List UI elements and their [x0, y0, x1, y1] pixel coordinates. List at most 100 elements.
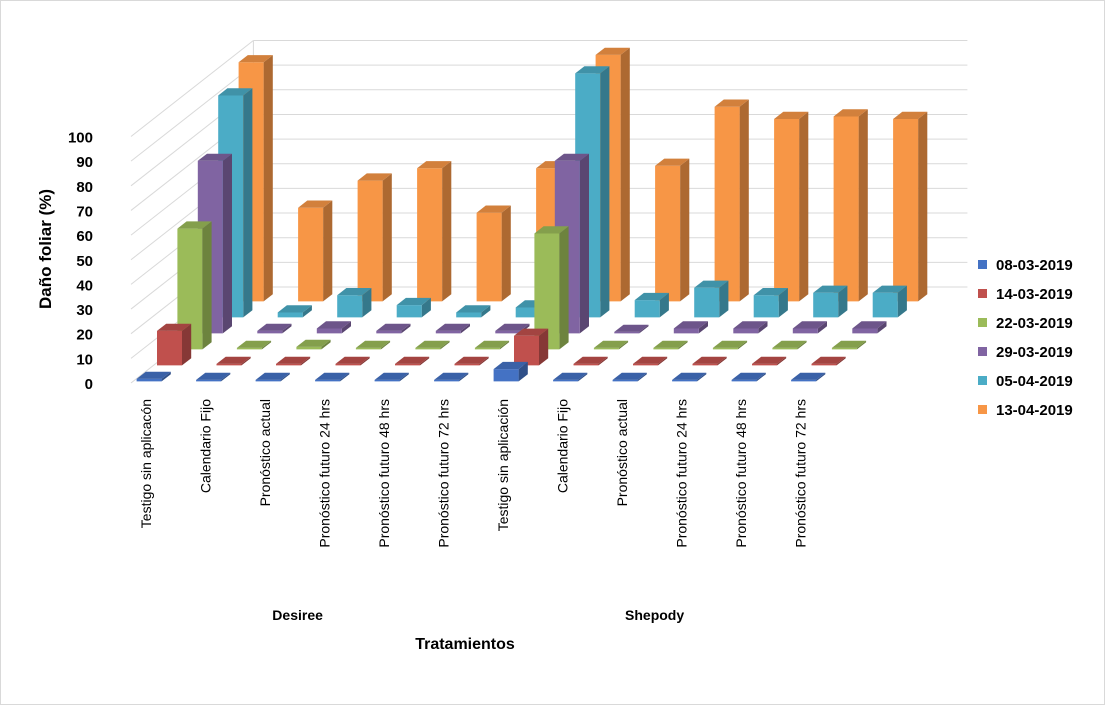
bar-front: [653, 347, 679, 350]
bar-front: [277, 312, 303, 318]
bar-08-03-2019-3: [315, 372, 350, 382]
bar-side: [282, 323, 292, 334]
bar-top: [337, 288, 372, 296]
legend-label: 14-03-2019: [996, 286, 1073, 303]
legend-item: 29-03-2019: [978, 344, 1073, 361]
bar-29-03-2019-1: [257, 323, 292, 334]
bar-08-03-2019-4: [374, 372, 409, 382]
legend-label: 22-03-2019: [996, 315, 1073, 332]
bar-side: [539, 328, 549, 366]
bar-front: [456, 312, 482, 318]
category-label: Testigo sin aplicacón: [138, 399, 154, 528]
bar-top: [655, 158, 690, 166]
bar-side: [420, 356, 430, 366]
bar-side: [501, 205, 511, 302]
bar-side: [737, 340, 748, 350]
bar-08-03-2019-10: [731, 372, 766, 382]
bar-top: [177, 221, 212, 229]
legend-item: 05-04-2019: [978, 373, 1073, 390]
bar-top: [852, 321, 887, 329]
bar-front: [257, 330, 283, 334]
bar-side: [362, 288, 372, 318]
legend-swatch: [978, 405, 987, 414]
bar-side: [401, 323, 411, 334]
legend-swatch: [978, 376, 987, 385]
bar-front: [476, 212, 502, 302]
bar-top: [396, 297, 431, 306]
y-tick-label: 100: [68, 130, 93, 147]
bar-side: [579, 153, 589, 334]
bar-08-03-2019-11: [791, 372, 826, 382]
bar-08-03-2019-0: [136, 371, 171, 382]
bar-side: [799, 111, 809, 302]
bar-front: [714, 106, 740, 302]
bar-side: [680, 158, 690, 302]
bar-22-03-2019-3: [355, 340, 391, 350]
bar-top: [197, 153, 232, 161]
bar-top: [833, 109, 868, 117]
y-tick-label: 70: [76, 203, 93, 220]
bar-side: [836, 356, 846, 366]
bar-side: [499, 340, 510, 350]
bar-22-03-2019-5: [474, 340, 510, 350]
bar-front: [337, 295, 363, 318]
bar-top: [554, 153, 589, 161]
bar-front: [753, 295, 779, 318]
bar-front: [514, 335, 539, 366]
bar-front: [276, 363, 301, 366]
y-tick-label: 10: [76, 351, 93, 368]
bar-top: [196, 372, 231, 380]
bar-front: [813, 292, 839, 318]
bar-side: [817, 321, 827, 334]
bar-top: [157, 323, 192, 331]
category-label: Calendario Fijo: [554, 399, 570, 493]
bar-05-04-2019-10: [813, 285, 848, 318]
bar-top: [434, 372, 469, 380]
bar-front: [893, 119, 919, 302]
bar-front: [811, 363, 837, 366]
bar-front: [614, 331, 640, 334]
bar-05-04-2019-3: [396, 297, 431, 318]
bar-side: [302, 305, 312, 318]
bar-side: [161, 371, 171, 382]
bar-front: [673, 328, 699, 334]
bar-top: [672, 372, 707, 380]
bar-22-03-2019-11: [831, 340, 867, 350]
legend-swatch: [978, 347, 987, 356]
y-tick-label: 20: [76, 327, 93, 344]
bar-top: [495, 323, 530, 331]
bar-front: [196, 379, 222, 382]
bar-side: [243, 88, 253, 318]
bar-top: [673, 321, 708, 329]
bar-top: [374, 372, 409, 380]
bar-side: [440, 340, 450, 350]
bar-side: [598, 356, 608, 366]
bar-front: [774, 119, 800, 302]
bar-14-03-2019-4: [395, 356, 430, 366]
bar-13-04-2019-9: [774, 111, 809, 302]
category-label: Pronóstico futuro 48 hrs: [376, 399, 392, 548]
bar-top: [276, 356, 311, 364]
bar-front: [553, 379, 579, 382]
bar-front: [792, 328, 818, 334]
bar-top: [474, 340, 510, 348]
group-label: Shepody: [625, 607, 684, 623]
bar-front: [396, 305, 422, 318]
bar-top: [595, 47, 630, 55]
bar-front: [872, 292, 898, 318]
bar-22-03-2019-4: [415, 340, 450, 350]
bar-side: [739, 99, 749, 302]
bar-front: [852, 328, 878, 334]
bar-08-03-2019-6: [493, 361, 528, 382]
legend-item: 14-03-2019: [978, 286, 1073, 303]
category-label: Pronóstico actual: [257, 399, 273, 506]
bar-14-03-2019-7: [573, 356, 608, 366]
bar-side: [360, 356, 370, 366]
bar-22-03-2019-6: [534, 226, 569, 350]
bar-side: [280, 372, 290, 382]
bar-front: [712, 347, 738, 350]
bar-front: [376, 330, 402, 334]
bar-13-04-2019-7: [655, 158, 690, 302]
